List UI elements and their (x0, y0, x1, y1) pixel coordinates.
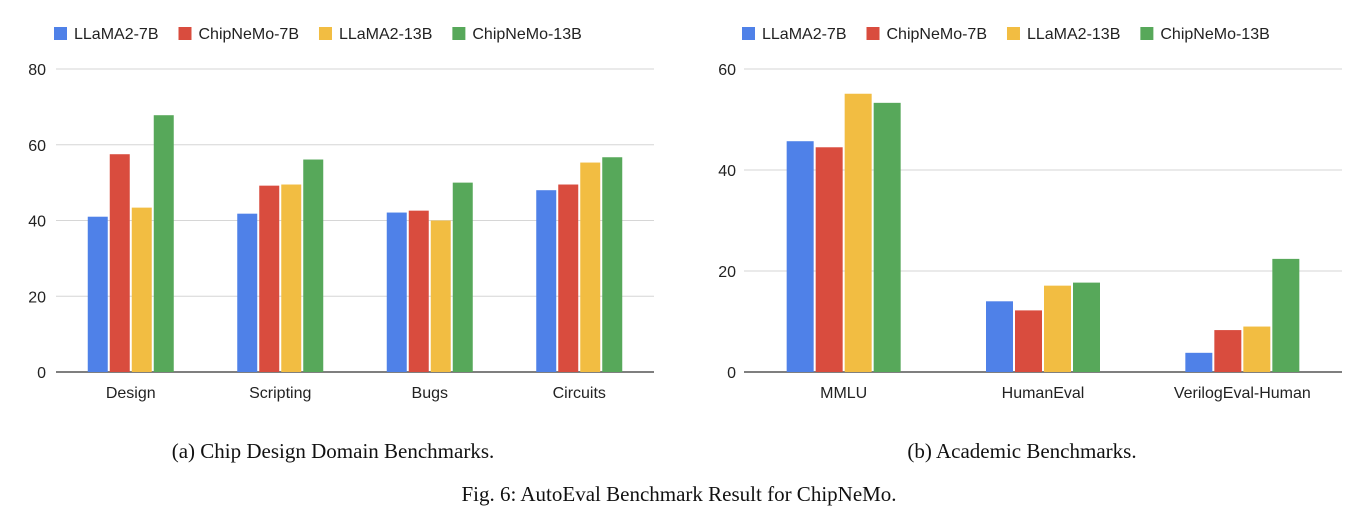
legend: LLaMA2-7B ChipNeMo-7B LLaMA2-13B ChipNeMo-1… (742, 26, 1270, 43)
legend-swatch-chipnemo-7b (178, 27, 192, 40)
x-category-label: Bugs (412, 385, 448, 402)
y-tick-label: 40 (28, 214, 46, 231)
legend-swatch-chipnemo-13b (452, 27, 466, 40)
bar-llama2-13b-scripting (281, 184, 302, 372)
caption-a: (a) Chip Design Domain Benchmarks. (172, 439, 495, 463)
chart-academic-benchmarks: 0 20 40 60 MMLU HumanEval VerilogEval-Human LLa… (718, 26, 1342, 402)
bar-chipnemo-13b-scripting (303, 159, 324, 372)
x-category-label: VerilogEval-Human (1174, 385, 1311, 402)
bar-chipnemo-7b-bugs (408, 210, 429, 372)
legend-label-chipnemo-13b: ChipNeMo-13B (472, 26, 581, 43)
y-tick-label: 20 (28, 289, 46, 306)
bar-chipnemo-7b-mmlu (815, 147, 843, 372)
bar-llama2-7b-mmlu (786, 141, 814, 372)
y-tick-label: 40 (718, 163, 736, 180)
bar-llama2-13b-design (131, 207, 152, 372)
y-tick-label: 20 (718, 264, 736, 281)
legend-swatch-chipnemo-7b (866, 27, 880, 40)
legend-swatch-chipnemo-13b (1140, 27, 1154, 40)
bar-chipnemo-7b-scripting (259, 185, 280, 372)
bar-chipnemo-7b-verilogeval-human (1214, 330, 1242, 372)
figure-caption: Fig. 6: AutoEval Benchmark Result for Ch… (461, 482, 896, 506)
legend-label-chipnemo-7b: ChipNeMo-7B (199, 26, 299, 43)
x-category-label: HumanEval (1002, 385, 1085, 402)
bar-chipnemo-13b-circuits (602, 157, 623, 372)
y-tick-label: 0 (37, 365, 46, 382)
x-category-label: Circuits (553, 385, 606, 402)
bar-llama2-7b-humaneval (986, 301, 1013, 372)
bar-chipnemo-13b-verilogeval-human (1272, 258, 1300, 372)
bar-llama2-7b-bugs (386, 212, 407, 372)
y-tick-label: 0 (727, 365, 736, 382)
y-tick-label: 60 (28, 138, 46, 155)
x-category-label: Design (106, 385, 156, 402)
legend-label-llama2-13b: LLaMA2-13B (1027, 26, 1120, 43)
legend-swatch-llama2-7b (54, 27, 67, 40)
y-tick-label: 60 (718, 62, 736, 79)
x-category-label: MMLU (820, 385, 867, 402)
legend-label-llama2-13b: LLaMA2-13B (339, 26, 432, 43)
legend-label-chipnemo-7b: ChipNeMo-7B (887, 26, 987, 43)
legend-label-llama2-7b: LLaMA2-7B (762, 26, 847, 43)
bar-llama2-7b-verilogeval-human (1185, 352, 1213, 372)
chart-chip-design-benchmarks: 0 20 40 60 80 Design Scripting Bugs Circuits LLaM… (28, 26, 654, 402)
bar-chipnemo-7b-humaneval (1015, 310, 1042, 372)
bar-llama2-13b-humaneval (1044, 285, 1071, 372)
legend-swatch-llama2-13b (318, 27, 332, 40)
bar-chipnemo-7b-design (109, 154, 130, 372)
bar-llama2-7b-circuits (536, 190, 557, 372)
bar-llama2-13b-verilogeval-human (1243, 326, 1271, 372)
bar-chipnemo-13b-design (153, 115, 174, 373)
y-tick-label: 80 (28, 62, 46, 79)
legend: LLaMA2-7B ChipNeMo-7B LLaMA2-13B ChipNeMo-1… (54, 26, 582, 43)
bar-llama2-7b-scripting (237, 213, 258, 372)
bar-llama2-7b-design (87, 216, 108, 372)
legend-swatch-llama2-7b (742, 27, 755, 40)
bar-chipnemo-13b-bugs (452, 182, 473, 372)
legend-swatch-llama2-13b (1006, 27, 1020, 40)
caption-b: (b) Academic Benchmarks. (907, 439, 1136, 463)
bar-chipnemo-7b-circuits (558, 184, 579, 372)
bar-llama2-13b-mmlu (844, 93, 872, 373)
bar-chipnemo-13b-humaneval (1073, 282, 1100, 372)
bar-chipnemo-13b-mmlu (873, 102, 901, 373)
bar-llama2-13b-circuits (580, 162, 601, 372)
legend-label-llama2-7b: LLaMA2-7B (74, 26, 159, 43)
x-category-label: Scripting (249, 385, 311, 402)
legend-label-chipnemo-13b: ChipNeMo-13B (1160, 26, 1269, 43)
bar-llama2-13b-bugs (430, 220, 451, 372)
